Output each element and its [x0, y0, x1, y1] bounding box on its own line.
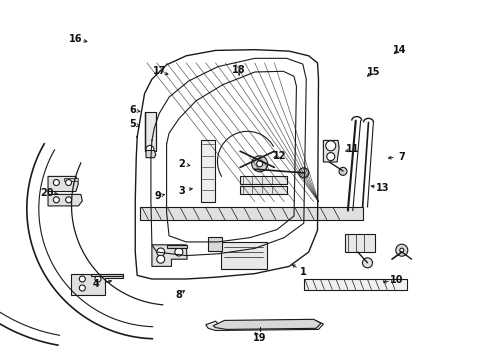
Polygon shape	[71, 274, 122, 295]
Text: 20: 20	[40, 188, 53, 198]
Bar	[208, 237, 222, 251]
Circle shape	[252, 156, 268, 172]
Text: 9: 9	[154, 191, 161, 201]
Circle shape	[79, 285, 85, 291]
Bar	[240, 176, 287, 184]
Circle shape	[400, 248, 404, 252]
Text: 7: 7	[398, 152, 405, 162]
Polygon shape	[48, 194, 82, 206]
Text: 15: 15	[367, 67, 380, 77]
Text: 1: 1	[300, 267, 307, 277]
Circle shape	[339, 167, 347, 175]
Circle shape	[95, 276, 101, 282]
Polygon shape	[323, 140, 339, 162]
Text: 3: 3	[178, 186, 185, 196]
Circle shape	[257, 161, 263, 167]
Polygon shape	[206, 320, 323, 330]
Circle shape	[66, 197, 72, 203]
Circle shape	[79, 276, 85, 282]
Polygon shape	[146, 150, 156, 158]
Text: 19: 19	[253, 333, 267, 343]
Bar	[140, 207, 363, 220]
Text: 4: 4	[92, 279, 99, 289]
Text: 8: 8	[175, 290, 182, 300]
Bar	[240, 186, 287, 194]
Circle shape	[157, 255, 165, 263]
Circle shape	[175, 248, 183, 256]
Polygon shape	[91, 274, 122, 276]
Text: 11: 11	[346, 144, 360, 154]
Text: 14: 14	[392, 45, 406, 55]
Polygon shape	[64, 178, 78, 181]
Polygon shape	[152, 245, 187, 266]
Text: 10: 10	[390, 275, 404, 285]
Polygon shape	[213, 319, 321, 329]
Text: 13: 13	[375, 183, 389, 193]
Circle shape	[299, 168, 309, 178]
Circle shape	[363, 258, 372, 268]
Circle shape	[53, 197, 59, 203]
Circle shape	[66, 180, 72, 185]
Polygon shape	[167, 245, 187, 248]
Bar	[220, 242, 267, 269]
Text: 5: 5	[129, 119, 136, 129]
Circle shape	[396, 244, 408, 256]
Circle shape	[146, 145, 154, 153]
Text: 17: 17	[152, 66, 166, 76]
Circle shape	[157, 248, 165, 256]
Circle shape	[326, 141, 336, 151]
Text: 16: 16	[69, 34, 83, 44]
Text: 12: 12	[272, 150, 286, 161]
Polygon shape	[201, 140, 215, 202]
Polygon shape	[48, 176, 78, 192]
Bar	[345, 234, 375, 252]
Circle shape	[327, 153, 335, 161]
Circle shape	[53, 180, 59, 185]
Text: 2: 2	[178, 159, 185, 169]
Bar	[304, 279, 407, 290]
Text: 18: 18	[232, 65, 246, 75]
Text: 6: 6	[129, 105, 136, 115]
Polygon shape	[145, 112, 156, 151]
